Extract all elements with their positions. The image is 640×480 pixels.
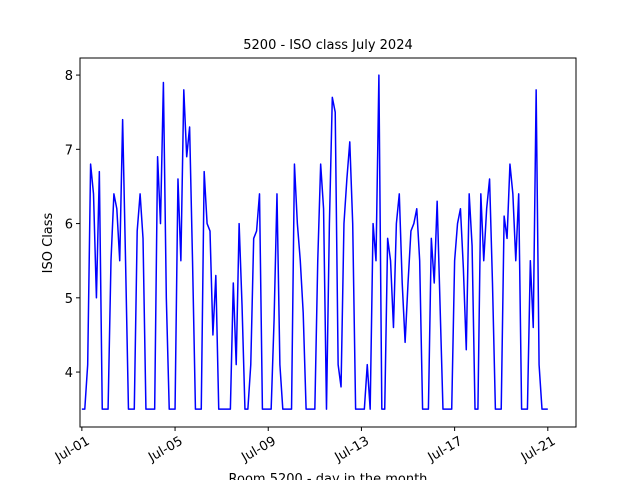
plot-frame	[79, 57, 577, 428]
y-axis-label: ISO Class	[41, 212, 56, 273]
data-line	[81, 74, 548, 410]
y-tick-label: 6	[65, 218, 73, 233]
y-tick-label: 7	[65, 143, 73, 158]
y-tick-label: 5	[65, 292, 73, 307]
y-tick-label: 4	[65, 366, 73, 381]
y-tick-label: 8	[65, 69, 73, 84]
chart-title: 5200 - ISO class July 2024	[243, 38, 413, 53]
x-axis-label: Room 5200 - day in the month	[229, 472, 428, 480]
